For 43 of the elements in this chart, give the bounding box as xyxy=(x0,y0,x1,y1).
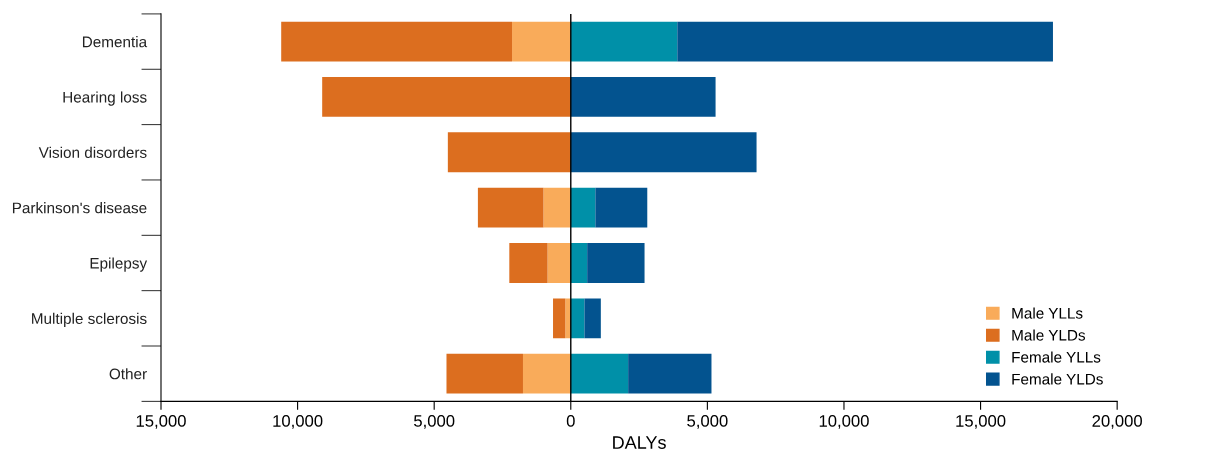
legend-label: Male YLDs xyxy=(1012,329,1086,341)
bar xyxy=(547,243,571,283)
bar xyxy=(522,353,571,394)
x-tick-label: 5,000 xyxy=(687,414,728,429)
bar xyxy=(595,187,648,228)
bar xyxy=(570,21,678,62)
x-tick-label: 5,000 xyxy=(414,414,455,429)
x-tick-label: 20,000 xyxy=(1092,414,1142,429)
x-tick-label: 10,000 xyxy=(273,414,323,429)
legend-label: Female YLLs xyxy=(1012,351,1101,363)
legend-label: Female YLDs xyxy=(1012,373,1103,385)
y-tick-label: Vision disorders xyxy=(38,146,147,158)
x-tick-label: 15,000 xyxy=(136,414,186,429)
bar xyxy=(322,77,571,117)
bar xyxy=(570,353,629,394)
bar xyxy=(584,298,601,339)
x-tick-label: 15,000 xyxy=(956,414,1006,429)
bar xyxy=(570,187,596,228)
y-tick-label: Other xyxy=(109,368,147,380)
bar xyxy=(281,21,513,62)
legend-label: Male YLLs xyxy=(1012,307,1083,319)
bar xyxy=(553,298,566,339)
x-tick-label: 10,000 xyxy=(819,414,869,429)
bar xyxy=(512,21,571,62)
bar xyxy=(570,243,588,283)
bar xyxy=(509,243,548,283)
bar xyxy=(570,77,716,117)
bar xyxy=(477,187,544,228)
bar xyxy=(447,132,571,173)
bar xyxy=(570,298,585,339)
bar xyxy=(446,353,523,394)
bar xyxy=(543,187,571,228)
y-tick-label: Dementia xyxy=(82,36,148,48)
bar xyxy=(628,353,712,394)
y-tick-label: Parkinson's disease xyxy=(12,202,147,214)
y-tick-label: Multiple sclerosis xyxy=(32,312,147,328)
y-tick-label: Epilepsy xyxy=(90,257,148,272)
bar xyxy=(587,243,645,283)
bar xyxy=(570,132,757,173)
x-tick-label: 0 xyxy=(566,414,575,427)
y-tick-label: Hearing loss xyxy=(63,91,147,106)
bar xyxy=(677,21,1053,62)
x-axis-title: DALYs xyxy=(613,436,666,449)
